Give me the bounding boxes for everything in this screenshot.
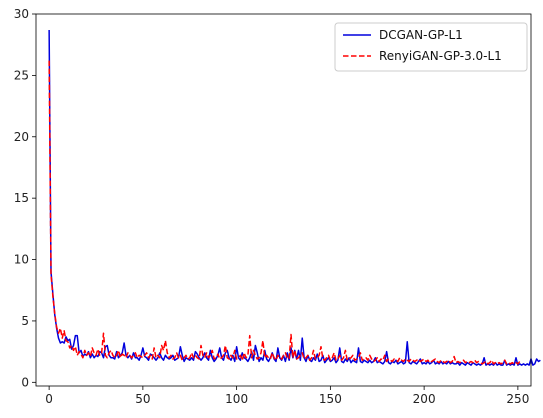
y-tick-label: 0 <box>21 375 29 389</box>
y-tick-label: 25 <box>14 68 29 82</box>
x-tick-label: 200 <box>413 392 436 406</box>
legend: DCGAN-GP-L1 RenyiGAN-GP-3.0-L1 <box>334 22 528 72</box>
y-tick-label: 15 <box>14 191 29 205</box>
x-tick-label: 250 <box>506 392 529 406</box>
series-line-renyigan-gp-3-0-l1 <box>48 60 521 365</box>
x-tick-label: 150 <box>319 392 342 406</box>
legend-label-dcgan-gp-l1: DCGAN-GP-L1 <box>379 28 463 42</box>
series-layer <box>48 29 541 366</box>
x-tick-label: 100 <box>225 392 248 406</box>
x-axis-ticks: 0 50 100 150 200 250 <box>45 386 529 406</box>
y-tick-label: 20 <box>14 130 29 144</box>
y-tick-label: 30 <box>14 7 29 21</box>
x-tick-label: 50 <box>135 392 150 406</box>
x-tick-label: 0 <box>45 392 53 406</box>
plot-area-frame <box>35 13 532 387</box>
y-tick-label: 5 <box>21 314 29 328</box>
y-tick-label: 10 <box>14 253 29 267</box>
y-axis-ticks: 0 5 10 15 20 25 30 <box>14 7 36 389</box>
legend-label-renyigan-gp-3-0-l1: RenyiGAN-GP-3.0-L1 <box>379 49 502 63</box>
legend-box <box>334 22 528 72</box>
